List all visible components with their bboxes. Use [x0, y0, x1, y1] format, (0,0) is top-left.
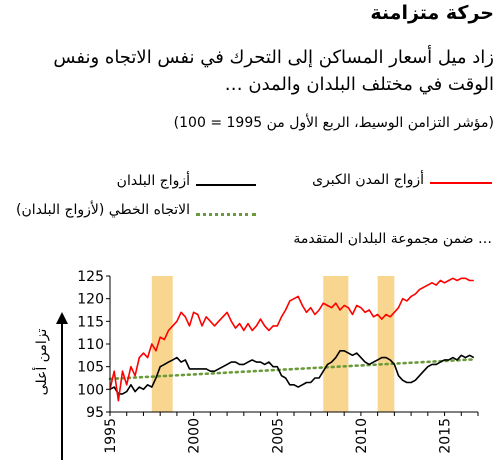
x-tick-label: 2015 [438, 418, 454, 454]
y-tick-label: 95 [86, 405, 104, 421]
y-tick-label: 100 [77, 382, 104, 398]
line-chart: 95 100 105 110 115 120 125 1995 2000 2005 2010 201… [32, 269, 479, 460]
y-axis-label: تزامن أعلى [32, 329, 50, 396]
x-tick-label: 1995 [103, 418, 119, 454]
y-axis-arrowhead [56, 312, 68, 324]
x-tick-label: 2005 [270, 418, 286, 454]
legend-line-trend [196, 213, 256, 216]
y-tick-label: 120 [77, 292, 104, 308]
series-line-cities [109, 277, 474, 402]
legend-line-cities [430, 182, 492, 184]
legend-label-countries: أزواج البلدان [116, 173, 190, 189]
legend-label-trend: الاتجاه الخطي (لأزواج البلدان) [16, 202, 190, 218]
x-tick-label: 2010 [354, 418, 370, 454]
shaded-period-3 [377, 276, 395, 412]
chart-subtitle: زاد ميل أسعار المساكن إلى التحرك في نفس … [53, 47, 494, 95]
series-line-countries [109, 350, 475, 395]
legend-label-cities: أزواج المدن الكبرى [312, 172, 424, 188]
legend-line-countries [196, 184, 256, 186]
y-tick-label: 125 [77, 269, 104, 285]
group-label: … ضمن مجموعة البلدان المتقدمة [293, 231, 492, 247]
shaded-period-2 [323, 276, 349, 412]
x-tick-label: 2000 [187, 418, 203, 454]
series-line-trend [108, 358, 476, 381]
index-note: (مؤشر التزامن الوسيط، الربع الأول من 199… [173, 115, 494, 131]
chart-title: حركة متزامنة [370, 2, 494, 24]
y-tick-label: 105 [77, 360, 104, 376]
shaded-period-1 [151, 276, 173, 412]
y-tick-label: 115 [77, 314, 104, 330]
y-tick-label: 110 [77, 337, 104, 353]
